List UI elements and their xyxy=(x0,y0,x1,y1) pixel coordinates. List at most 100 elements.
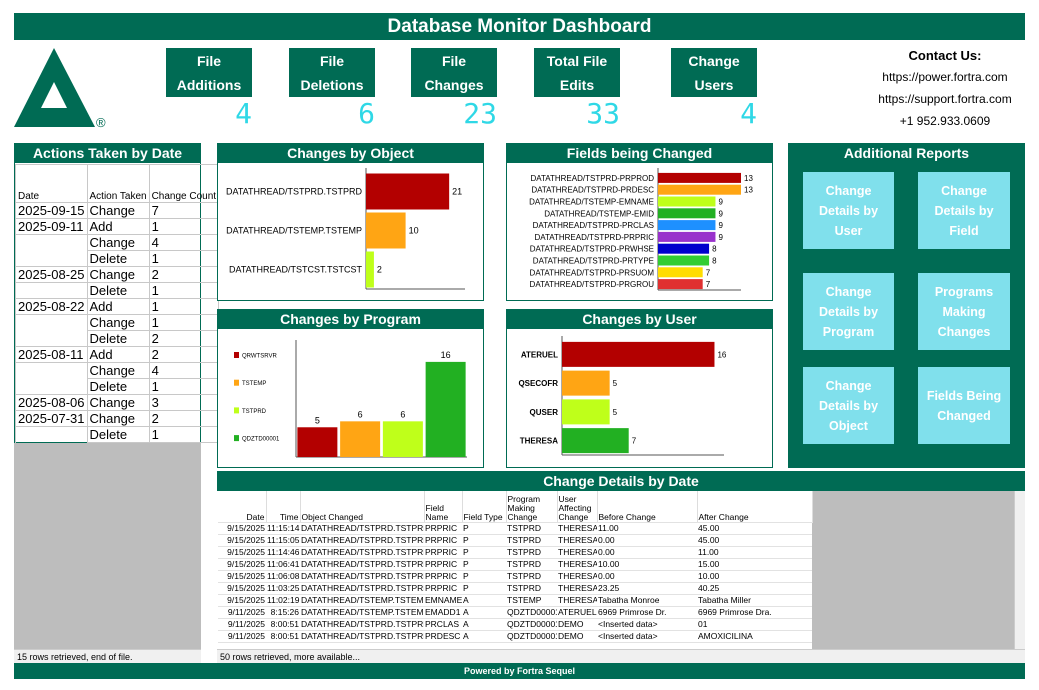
table-row: 9/15/2025 11:15:05 DATATHREAD/TSTPRD.TSTPR… xyxy=(218,534,812,547)
table-cell: Change xyxy=(86,314,150,331)
contact-line: https://support.fortra.com xyxy=(878,92,1012,106)
contact-title: Contact Us: xyxy=(908,48,982,63)
table-cell: <Inserted data> xyxy=(597,618,697,631)
report-button[interactable]: Fields Being Changed xyxy=(918,367,1010,444)
actions-title: Actions Taken by Date xyxy=(14,143,201,163)
details-gray xyxy=(812,491,1025,649)
table-cell: 4 xyxy=(148,234,220,251)
table-cell: DATATHREAD/TSTEMP.TSTEMP xyxy=(300,594,424,607)
table-cell: 6969 Primrose Dra. xyxy=(697,606,812,619)
column-header: Date xyxy=(218,491,267,523)
table-cell xyxy=(15,314,88,331)
table-cell: 2 xyxy=(148,330,220,347)
kpi-value: 4 xyxy=(740,97,757,130)
table-cell: 2025-09-11 xyxy=(15,218,88,235)
column-header: User Affecting Change xyxy=(557,491,598,523)
chart-title: Changes by Object xyxy=(217,143,484,163)
column-header: Change Count xyxy=(148,164,220,203)
table-row: 9/15/2025 11:15:14 DATATHREAD/TSTPRD.TSTPR… xyxy=(218,522,812,535)
table-row: 9/15/2025 11:06:41 DATATHREAD/TSTPRD.TSTPR… xyxy=(218,558,812,571)
report-button[interactable]: Change Details by Object xyxy=(803,367,894,444)
table-cell: P xyxy=(462,570,506,583)
table-cell: Delete xyxy=(86,250,150,267)
logo: ® xyxy=(14,48,106,130)
table-cell: ATERUEL xyxy=(557,606,597,619)
table-cell: 2025-08-11 xyxy=(15,346,88,363)
table-cell: 1 xyxy=(148,298,220,315)
table-cell: DATATHREAD/TSTPRD.TSTPRD xyxy=(300,546,424,559)
table-cell: A xyxy=(462,630,506,643)
table-cell: 9/15/2025 xyxy=(218,582,266,595)
column-header: After Change xyxy=(697,491,813,523)
kpi-value: 6 xyxy=(358,97,375,130)
table-cell: 2025-08-25 xyxy=(15,266,88,283)
table-cell: Tabatha Monroe xyxy=(597,594,697,607)
chart-panel xyxy=(506,309,773,468)
table-row: Change 4 xyxy=(15,234,220,251)
table-cell: 9/11/2025 xyxy=(218,606,266,619)
table-cell: 11:14:46 xyxy=(266,546,300,559)
table-cell: EMNAME xyxy=(424,594,462,607)
table-cell: THERESA xyxy=(557,594,597,607)
header-row: Date Action Taken Change Count xyxy=(15,164,220,203)
chart-title: Changes by User xyxy=(506,309,773,329)
table-row: 2025-08-25 Change 2 xyxy=(15,266,220,283)
table-cell: 0.00 xyxy=(597,534,697,547)
report-button[interactable]: Change Details by Field xyxy=(918,172,1010,249)
table-cell: 11:02:19 xyxy=(266,594,300,607)
report-button[interactable]: Change Details by User xyxy=(803,172,894,249)
table-cell: PRDESC xyxy=(424,630,462,643)
table-cell: 9/15/2025 xyxy=(218,594,266,607)
kpi-label: Total File Edits xyxy=(534,48,620,97)
footer: Powered by Fortra Sequel xyxy=(14,663,1025,679)
table-cell: Delete xyxy=(86,426,150,443)
table-cell: Change xyxy=(86,394,150,411)
table-cell: 1 xyxy=(148,378,220,395)
table-row: Change 1 xyxy=(15,314,220,331)
table-cell: 40.25 xyxy=(697,582,812,595)
report-button[interactable]: Programs Making Changes xyxy=(918,273,1010,350)
table-cell: 11:06:41 xyxy=(266,558,300,571)
table-cell: THERESA xyxy=(557,522,597,535)
table-cell: 2025-08-06 xyxy=(15,394,88,411)
details-title: Change Details by Date xyxy=(217,471,1025,491)
table-row: 9/15/2025 11:06:08 DATATHREAD/TSTPRD.TSTPR… xyxy=(218,570,812,583)
table-cell: 9/15/2025 xyxy=(218,558,266,571)
table-cell: 2 xyxy=(148,346,220,363)
page-title: Database Monitor Dashboard xyxy=(14,13,1025,40)
column-header: Field Type xyxy=(462,491,507,523)
table-cell: 10.00 xyxy=(597,558,697,571)
table-cell: 9/15/2025 xyxy=(218,522,266,535)
table-cell: 11:03:25 xyxy=(266,582,300,595)
header-row: Date Time Object Changed Field Name Field Ty… xyxy=(218,491,813,523)
reports-title: Additional Reports xyxy=(788,143,1025,163)
table-cell xyxy=(15,362,88,379)
kpi-label: File Deletions xyxy=(289,48,375,97)
table-row: 9/11/2025 8:15:26 DATATHREAD/TSTEMP.TSTEMP… xyxy=(218,606,812,619)
table-cell: Change xyxy=(86,202,150,219)
table-cell: PRPRIC xyxy=(424,582,462,595)
kpi-label: File Changes xyxy=(411,48,497,97)
table-cell: 9/11/2025 xyxy=(218,630,266,643)
table-row: Delete 2 xyxy=(15,330,220,347)
table-cell: DATATHREAD/TSTPRD.TSTPRD xyxy=(300,522,424,535)
actions-table: Date Action Taken Change Count 2025-09-15 Ch… xyxy=(15,164,220,443)
table-cell: THERESA xyxy=(557,534,597,547)
table-row: Delete 1 xyxy=(15,250,220,267)
table-cell: P xyxy=(462,582,506,595)
report-button[interactable]: Change Details by Program xyxy=(803,273,894,350)
table-row: 2025-08-11 Add 2 xyxy=(15,346,220,363)
table-cell: TSTPRD xyxy=(506,570,557,583)
table-cell: 3 xyxy=(148,394,220,411)
table-row: Change 4 xyxy=(15,362,220,379)
kpi-label: Change Users xyxy=(671,48,757,97)
column-header: Field Name xyxy=(424,491,463,523)
table-cell: 8:00:51 xyxy=(266,630,300,643)
table-cell xyxy=(15,378,88,395)
table-cell: Delete xyxy=(86,330,150,347)
table-cell: 2 xyxy=(148,410,220,427)
table-row: 2025-08-06 Change 3 xyxy=(15,394,220,411)
table-cell xyxy=(15,234,88,251)
table-cell: QDZTD00001 xyxy=(506,618,557,631)
